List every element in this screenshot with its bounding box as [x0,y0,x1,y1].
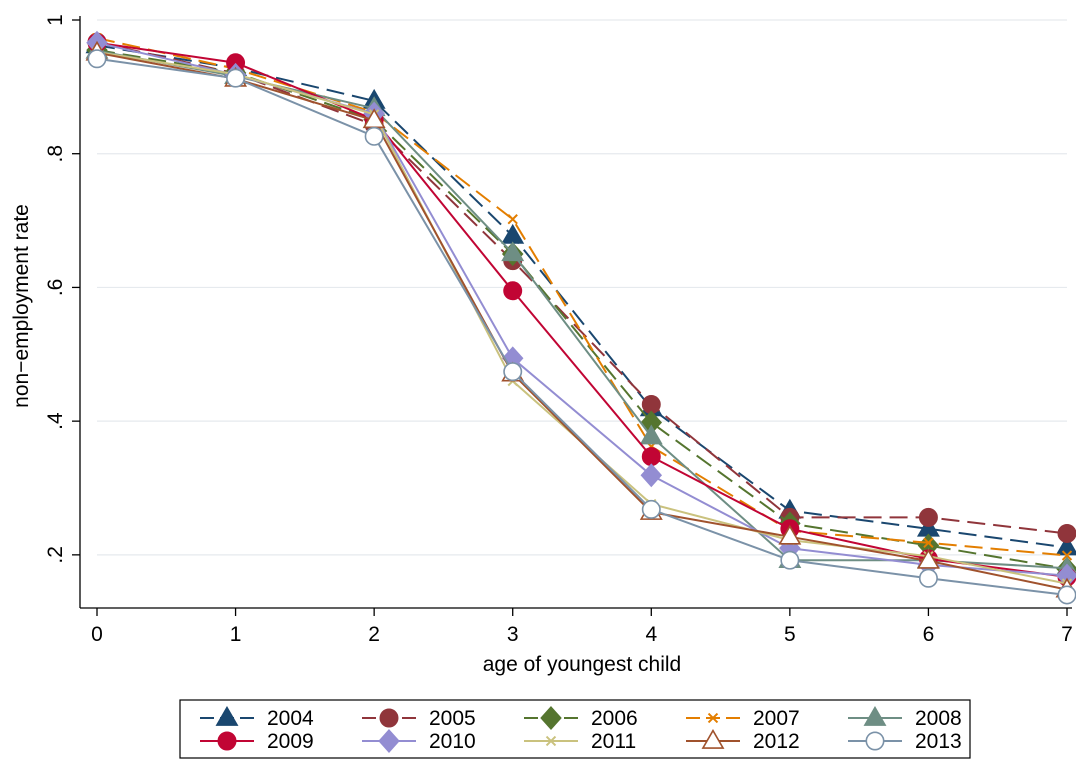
series-line [96,49,1068,570]
x-tick-label: 2 [368,623,380,646]
data-point [503,281,523,301]
y-tick-label: .6 [44,279,67,297]
series-line [96,37,1068,557]
series-2007 [91,32,1073,561]
data-point [641,447,661,467]
legend-item-2006: 2006 [524,706,638,730]
y-tick-label: .8 [44,145,67,163]
legend-label: 2004 [267,707,314,730]
series-2011 [91,46,1073,589]
series-line [96,41,1068,577]
series-2010 [86,30,1076,588]
data-point [379,708,399,728]
legend-item-2008: 2008 [848,705,962,730]
data-point [501,223,525,244]
data-point [1061,550,1073,561]
data-point [378,729,400,753]
data-point [217,731,237,751]
series-line [96,49,1068,570]
data-point [364,126,384,146]
legend-item-2005: 2005 [362,707,476,730]
x-tick-label: 1 [230,623,242,646]
legend-label: 2013 [915,730,962,753]
y-axis: .2 .4 .6 .8 1 [44,14,81,608]
legend-item-2010: 2010 [362,729,476,753]
series-line [96,51,1068,591]
data-point [540,706,562,730]
x-tick-label: 4 [645,623,657,646]
x-axis-label: age of youngest child [483,653,681,676]
series-2008 [85,38,1076,577]
x-tick-label: 7 [1061,623,1073,646]
legend-label: 2010 [429,730,476,753]
data-point [545,735,557,747]
data-point [918,568,938,588]
legend-label: 2009 [267,730,314,753]
x-tick-label: 6 [923,623,935,646]
series-2004 [85,33,1076,556]
data-point [503,362,523,382]
data-point [863,705,887,726]
legend-label: 2005 [429,707,476,730]
series-2013 [87,49,1076,605]
series-line [96,51,1068,585]
legend-label: 2012 [753,730,800,753]
y-tick-label: 1 [44,14,67,26]
legend-label: 2011 [591,730,636,753]
series-line [96,41,1068,578]
data-point [707,712,719,724]
data-point [87,49,107,69]
y-tick-label: .4 [44,412,67,430]
x-tick-label: 0 [91,623,103,646]
data-point [1057,585,1076,605]
legend-label: 2008 [915,707,962,730]
series-2006 [86,38,1076,581]
data-point [641,499,661,519]
legend-item-2011: 2011 [524,730,636,753]
x-axis: 0 1 2 3 4 5 6 7 [80,607,1073,646]
data-point [1057,523,1076,543]
data-point [507,214,518,225]
data-point [701,728,725,749]
y-axis-label: non−employment rate [10,204,33,408]
legend-item-2013: 2013 [848,730,962,753]
legend-item-2004: 2004 [200,705,314,730]
data-point [923,537,934,549]
y-tick-label: .2 [44,546,67,564]
legend-box [179,699,971,759]
x-tick-label: 3 [507,623,519,646]
data-point [215,705,239,726]
data-point [641,394,661,414]
data-point [639,424,663,445]
data-point [778,524,802,545]
legend-label: 2007 [753,707,800,730]
legend-item-2012: 2012 [686,728,800,753]
x-tick-label: 5 [784,623,796,646]
series-line [96,44,1068,549]
legend-item-2009: 2009 [200,730,314,753]
legend: 2004 2005 2006 2007 2008 2009 2010 2011 2012 2013 [179,699,971,759]
data-point [918,507,938,527]
series-2009 [87,33,1076,587]
plot-series [85,30,1076,605]
data-point [640,463,663,488]
legend-item-2007: 2007 [686,707,800,730]
data-point [780,550,800,570]
gridlines [97,19,1067,556]
series-line [96,57,1068,596]
data-point [501,241,525,262]
data-point [226,68,246,88]
legend-label: 2006 [591,707,638,730]
data-point [865,731,885,751]
data-point [916,548,940,569]
